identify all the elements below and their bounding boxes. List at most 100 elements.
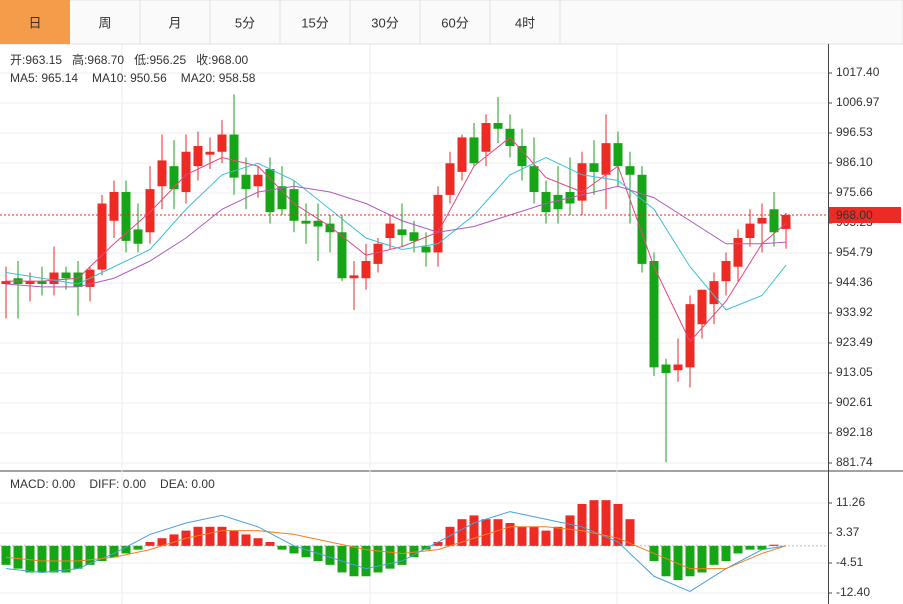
info-value: 963.15 bbox=[25, 53, 62, 67]
candle-body bbox=[181, 151, 191, 193]
legend-label: MACD: 0.00 bbox=[10, 477, 76, 491]
macd-bar bbox=[517, 526, 527, 546]
macd-bar bbox=[397, 545, 407, 565]
macd-bar bbox=[433, 542, 443, 546]
macd-bar bbox=[205, 526, 215, 546]
candle-body bbox=[529, 166, 539, 193]
tab[interactable]: 4时 bbox=[515, 15, 535, 30]
candle-body bbox=[97, 203, 107, 270]
macd-bar bbox=[97, 545, 107, 562]
macd-bar bbox=[733, 545, 743, 554]
candle-body bbox=[625, 166, 635, 175]
y-tick-label: 3.37 bbox=[836, 525, 860, 539]
macd-line bbox=[5, 526, 787, 570]
tab[interactable]: 5分 bbox=[235, 15, 255, 30]
candle-body bbox=[745, 223, 755, 239]
macd-bar bbox=[721, 545, 731, 562]
y-tick-label: 902.61 bbox=[836, 395, 873, 409]
macd-bar bbox=[373, 545, 383, 573]
ma-line bbox=[5, 156, 787, 311]
macd-bar bbox=[229, 530, 239, 546]
candle-body bbox=[25, 281, 35, 285]
macd-bar bbox=[745, 545, 755, 550]
candle-body bbox=[169, 166, 179, 190]
candle-body bbox=[49, 272, 59, 285]
tab[interactable]: 日 bbox=[28, 15, 41, 30]
macd-bar bbox=[565, 515, 575, 546]
candle-body bbox=[757, 217, 767, 224]
candle-body bbox=[61, 272, 71, 279]
legend-label: DEA: 0.00 bbox=[160, 477, 215, 491]
macd-bar bbox=[61, 545, 71, 573]
macd-bar bbox=[421, 545, 431, 550]
candle-body bbox=[637, 174, 647, 264]
candle-body bbox=[481, 123, 491, 152]
tab[interactable]: 15分 bbox=[301, 15, 328, 30]
candle-body bbox=[133, 229, 143, 244]
candle-body bbox=[457, 137, 467, 172]
y-tick-label: 933.92 bbox=[836, 305, 873, 319]
candle-body bbox=[769, 209, 779, 233]
macd-bar bbox=[409, 545, 419, 558]
info-value: 968.70 bbox=[87, 53, 124, 67]
info-label: 收: bbox=[196, 53, 211, 67]
macd-bar bbox=[685, 545, 695, 577]
candle-body bbox=[469, 137, 479, 164]
info-label: 低: bbox=[134, 53, 149, 67]
macd-bar bbox=[481, 519, 491, 546]
legend-label: MA10: 950.56 bbox=[92, 71, 167, 85]
y-tick-label: 881.74 bbox=[836, 455, 873, 469]
tab-bar bbox=[0, 0, 903, 45]
macd-bar bbox=[121, 545, 131, 554]
candle-body bbox=[217, 134, 227, 152]
legend-label: MA20: 958.58 bbox=[181, 71, 256, 85]
macd-bar bbox=[757, 545, 767, 550]
candle-body bbox=[733, 238, 743, 267]
candle-body bbox=[313, 220, 323, 227]
y-tick-label: 892.18 bbox=[836, 425, 873, 439]
candle-body bbox=[409, 232, 419, 241]
candle-body bbox=[397, 229, 407, 236]
tab[interactable]: 60分 bbox=[441, 15, 468, 30]
macd-bar bbox=[301, 545, 311, 558]
candle-body bbox=[577, 163, 587, 201]
tab[interactable]: 30分 bbox=[371, 15, 398, 30]
macd-bar bbox=[493, 519, 503, 546]
candle-body bbox=[193, 146, 203, 167]
macd-bar bbox=[577, 503, 587, 546]
legend-label: DIFF: 0.00 bbox=[89, 477, 146, 491]
y-tick-label: 1017.40 bbox=[836, 65, 880, 79]
candle-body bbox=[685, 304, 695, 368]
y-tick-label: 975.66 bbox=[836, 185, 873, 199]
y-tick-label: 944.36 bbox=[836, 275, 873, 289]
tab[interactable]: 月 bbox=[168, 15, 181, 30]
y-tick-label: 986.10 bbox=[836, 155, 873, 169]
y-tick-label: 913.05 bbox=[836, 365, 873, 379]
last-price-label: 968.00 bbox=[836, 208, 873, 222]
candle-body bbox=[229, 134, 239, 178]
candle-body bbox=[241, 174, 251, 190]
y-tick-label: 11.26 bbox=[836, 495, 865, 509]
macd-bar bbox=[529, 526, 539, 546]
info-label: 开: bbox=[10, 53, 25, 67]
macd-bar bbox=[169, 534, 179, 546]
macd-bar bbox=[241, 534, 251, 546]
macd-bar bbox=[337, 545, 347, 573]
candle-body bbox=[673, 364, 683, 371]
macd-bar bbox=[1, 545, 11, 565]
candle-body bbox=[613, 143, 623, 167]
macd-bar bbox=[37, 545, 47, 573]
tab[interactable]: 周 bbox=[98, 15, 111, 30]
candle-body bbox=[493, 123, 503, 129]
candle-body bbox=[709, 281, 719, 305]
candle-body bbox=[445, 163, 455, 195]
candle-body bbox=[601, 143, 611, 175]
macd-bar bbox=[601, 500, 611, 546]
macd-bar bbox=[445, 526, 455, 546]
macd-bar bbox=[457, 519, 467, 546]
candle-body bbox=[37, 281, 47, 285]
macd-bar bbox=[85, 545, 95, 565]
y-tick-label: 1006.97 bbox=[836, 95, 880, 109]
candle-body bbox=[541, 192, 551, 213]
